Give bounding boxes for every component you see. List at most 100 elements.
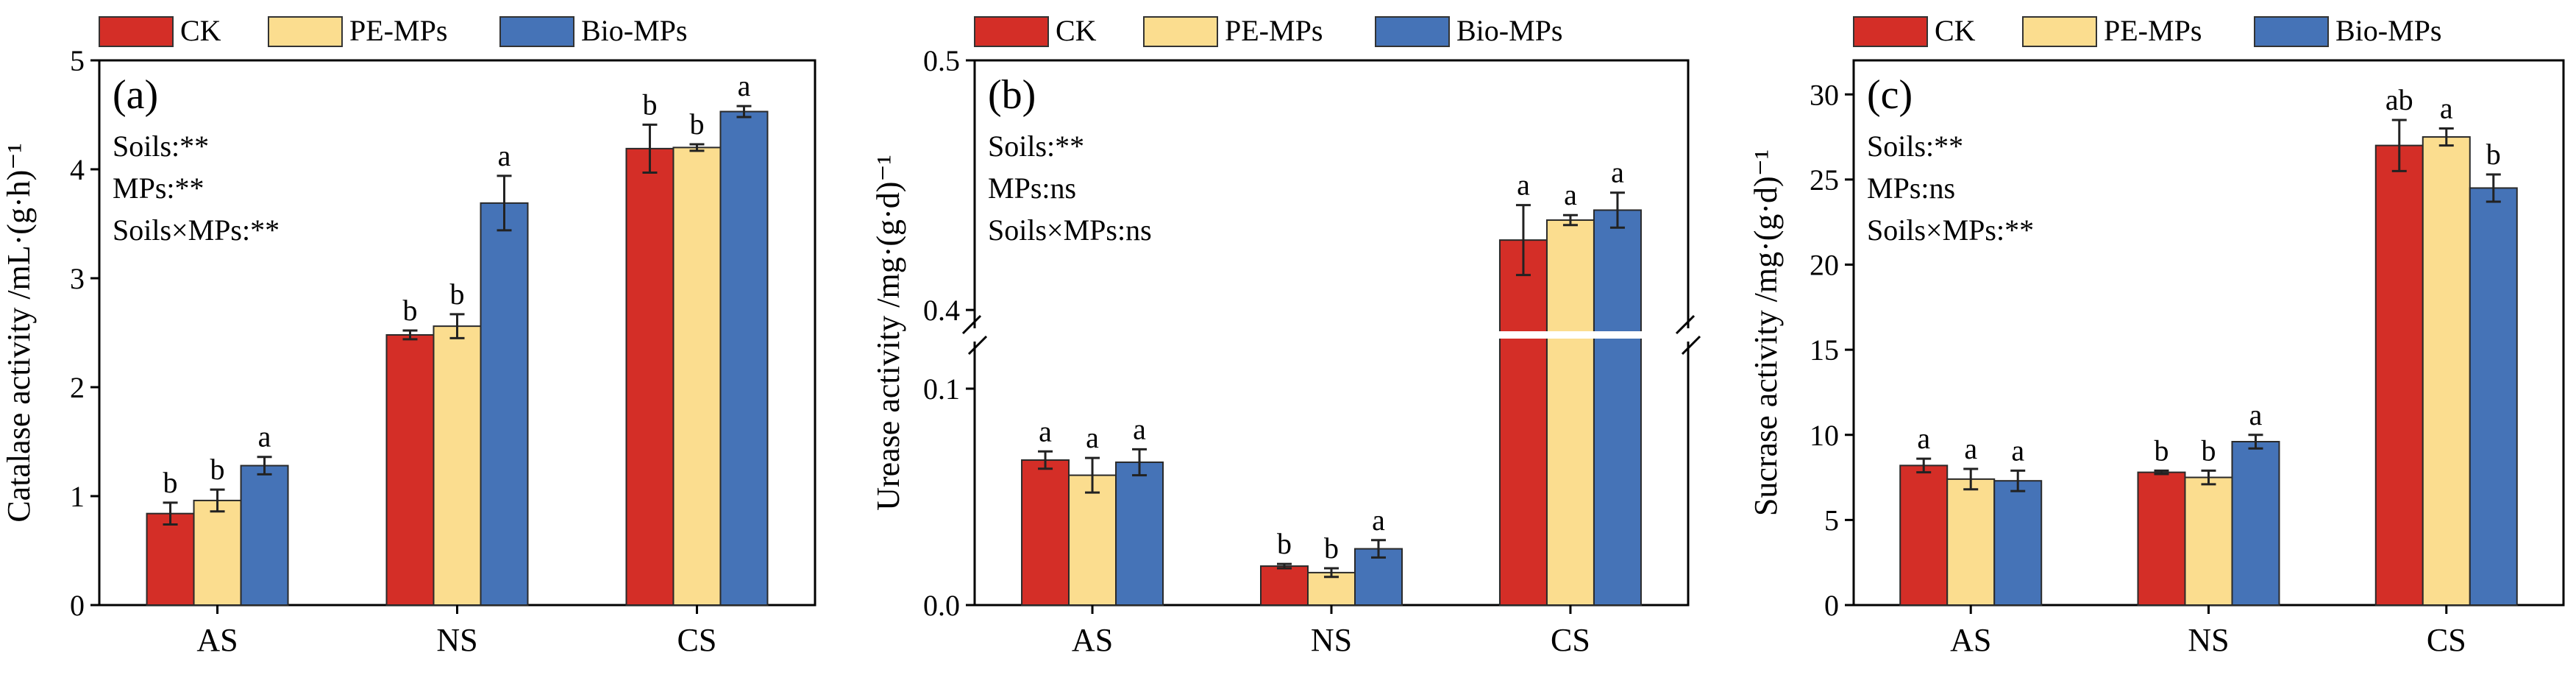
a-legend-swatch <box>268 16 343 47</box>
c-bar-as-ck <box>1899 464 1949 606</box>
c-panel-label: (c) <box>1867 72 1913 118</box>
c-sig-letter: b <box>2202 434 2216 467</box>
c-bar-ns-bio-mps <box>2231 441 2280 606</box>
a-ytick-label: 3 <box>70 262 85 295</box>
a-bar-cs-ck <box>625 147 675 606</box>
b-sig-letter: b <box>1277 527 1292 560</box>
b-axis-break-mark <box>967 335 988 356</box>
c-legend-item-ck: CK <box>1853 14 1976 47</box>
b-ytick-label: 0.4 <box>923 294 960 327</box>
a-legend-label: CK <box>180 14 221 47</box>
a-ytick-label: 4 <box>70 153 85 186</box>
a-xtick-label: AS <box>196 622 238 658</box>
b-ytick-label: 0.1 <box>923 372 960 406</box>
b-xtick-label: CS <box>1551 622 1590 658</box>
a-xtick-label: CS <box>677 622 717 658</box>
b-sig-letter: a <box>1611 156 1624 189</box>
a-sig-letter: a <box>738 69 751 102</box>
c-bar-as-pe-mps <box>1946 478 1996 606</box>
c-legend-swatch <box>1853 16 1928 47</box>
b-axis-break-band <box>976 331 1687 339</box>
a-sig-letter: b <box>163 466 178 499</box>
b-panel-label: (b) <box>988 72 1036 118</box>
c-xtick-label: CS <box>2427 622 2466 658</box>
c-sig-letter: b <box>2486 138 2501 171</box>
c-legend-label: CK <box>1935 14 1976 47</box>
a-ytick-label: 0 <box>70 589 85 622</box>
a-legend-item-bio-mps: Bio-MPs <box>499 14 688 47</box>
b-bar-cs-bio-mps <box>1593 209 1642 607</box>
a-sig-letter: b <box>403 294 418 327</box>
b-sig-letter: b <box>1324 531 1339 565</box>
b-sig-letter: a <box>1039 414 1052 448</box>
c-sig-letter: a <box>1917 422 1930 455</box>
a-stat-0: Soils:** <box>113 130 209 163</box>
c-ytick-label: 25 <box>1810 163 1839 197</box>
b-axis-break-gap <box>1684 328 1693 342</box>
c-sig-letter: a <box>2011 434 2024 467</box>
b-bar-cs-pe-mps <box>1545 219 1595 606</box>
a-stat-1: MPs:** <box>113 172 204 205</box>
c-sig-letter: a <box>2440 92 2453 125</box>
a-bar-ns-pe-mps <box>433 325 482 606</box>
c-stat-2: Soils×MPs:** <box>1867 213 2034 247</box>
a-ytick-label: 2 <box>70 371 85 404</box>
b-legend-label: Bio-MPs <box>1456 14 1563 47</box>
c-ylabel: Sucrase activity /mg·(g·d)⁻¹ <box>1748 149 1784 516</box>
c-sig-letter: a <box>1964 432 1977 465</box>
panel-c: CK PE-MPs Bio-MPs 0 5 10 15 20 25 30 Sucrase activ… <box>1748 14 2565 658</box>
b-bar-cs-ck <box>1498 239 1548 606</box>
a-ytick-label: 1 <box>70 480 85 513</box>
b-sig-letter: a <box>1517 169 1530 202</box>
c-legend-item-pe-mps: PE-MPs <box>2022 14 2202 47</box>
a-legend-item-pe-mps: PE-MPs <box>268 14 447 47</box>
c-ytick-label: 20 <box>1810 249 1839 282</box>
c-legend-label: PE-MPs <box>2104 14 2202 47</box>
c-stat-1: MPs:ns <box>1867 172 1955 205</box>
b-legend-item-pe-mps: PE-MPs <box>1143 14 1323 47</box>
c-legend-label: Bio-MPs <box>2335 14 2442 47</box>
c-legend: CK PE-MPs Bio-MPs <box>1853 14 2442 47</box>
b-stat-1: MPs:ns <box>988 172 1076 205</box>
c-legend-swatch <box>2022 16 2097 47</box>
a-legend-label: PE-MPs <box>349 14 447 47</box>
b-stat-2: Soils×MPs:ns <box>988 213 1152 247</box>
a-sig-letter: b <box>642 88 657 121</box>
c-xtick-label: NS <box>2188 622 2229 658</box>
a-sig-letter: b <box>689 107 704 141</box>
b-axis-break-gap <box>970 328 979 342</box>
a-sig-letter: a <box>498 139 511 172</box>
b-legend-swatch <box>1143 16 1218 47</box>
b-legend-item-bio-mps: Bio-MPs <box>1375 14 1563 47</box>
c-legend-swatch <box>2254 16 2329 47</box>
a-sig-letter: b <box>450 278 465 311</box>
b-ytick-label: 0.5 <box>923 44 960 77</box>
c-bar-ns-ck <box>2137 471 2186 606</box>
c-xtick-label: AS <box>1950 622 1991 658</box>
c-ytick-label: 0 <box>1824 589 1839 622</box>
b-xtick-label: AS <box>1072 622 1113 658</box>
c-bar-cs-ck <box>2374 144 2424 606</box>
b-sig-letter: a <box>1086 421 1099 454</box>
panel-a: CK PE-MPs Bio-MPs 0 1 2 3 4 5 Catalase activity /… <box>1 14 816 658</box>
b-bar-as-pe-mps <box>1068 474 1117 606</box>
b-axis-break-mark <box>961 314 982 335</box>
b-bar-as-bio-mps <box>1115 461 1164 607</box>
a-legend-label: Bio-MPs <box>581 14 688 47</box>
c-legend-item-bio-mps: Bio-MPs <box>2254 14 2442 47</box>
a-bar-ns-ck <box>385 333 435 606</box>
b-legend-swatch <box>1375 16 1450 47</box>
b-legend: CK PE-MPs Bio-MPs <box>974 14 1563 47</box>
c-bar-ns-pe-mps <box>2184 476 2233 606</box>
c-ytick-label: 5 <box>1824 503 1839 537</box>
a-ylabel: Catalase activity /mL·(g·h)⁻¹ <box>1 143 37 522</box>
a-legend-item-ck: CK <box>99 14 221 47</box>
a-bar-as-bio-mps <box>240 464 289 606</box>
b-legend-label: PE-MPs <box>1225 14 1323 47</box>
b-legend-swatch <box>974 16 1049 47</box>
b-stat-0: Soils:** <box>988 130 1084 163</box>
b-axis-break-mark <box>1681 335 1701 356</box>
c-sig-letter: ab <box>2385 83 2413 116</box>
b-axis-break-mark <box>1675 314 1696 335</box>
panel-b: CK PE-MPs Bio-MPs 0.0 0.1 0.4 0.5 Urease activi… <box>870 14 1701 658</box>
